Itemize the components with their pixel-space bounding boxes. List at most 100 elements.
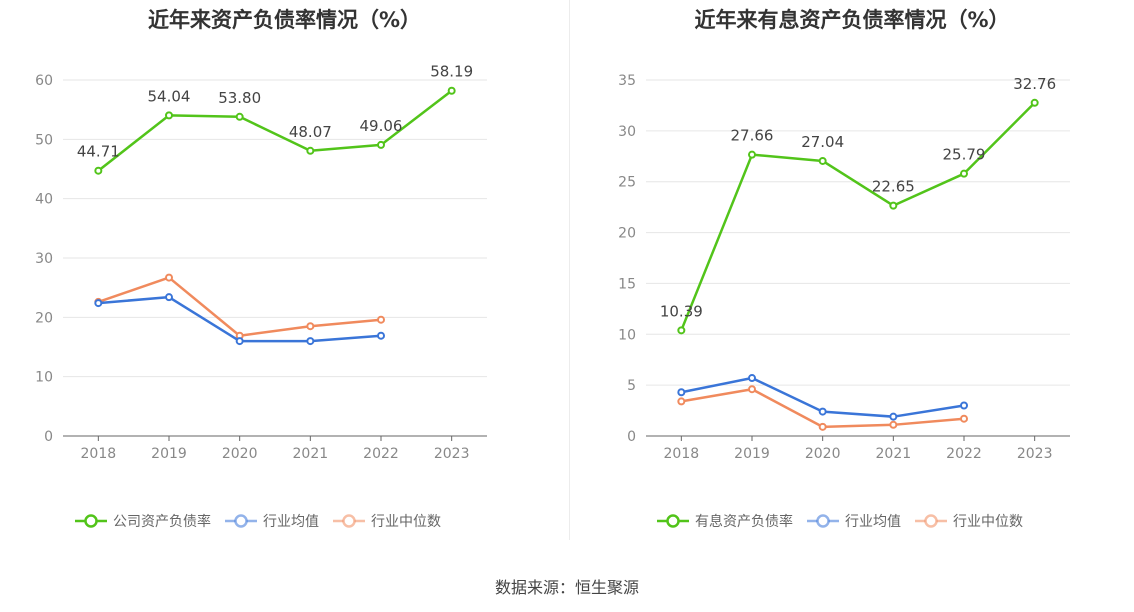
series-line xyxy=(97,276,382,337)
right-chart-legend: 有息资产负债率 行业均值 行业中位数 xyxy=(657,511,1023,531)
y-tick-label: 0 xyxy=(627,429,636,445)
left-chart-title: 近年来资产负债率情况（%） xyxy=(147,8,422,32)
data-source-note: 数据来源：恒生聚源 xyxy=(494,578,639,597)
legend-item[interactable]: 行业中位数 xyxy=(333,511,441,531)
data-label: 10.39 xyxy=(660,302,703,320)
series-line xyxy=(680,101,1036,331)
y-tick-label: 60 xyxy=(35,73,53,89)
data-point[interactable] xyxy=(235,112,244,121)
data-label: 58.19 xyxy=(430,63,473,81)
data-point[interactable] xyxy=(889,412,898,421)
legend-item[interactable]: 行业中位数 xyxy=(915,511,1023,531)
data-label: 32.76 xyxy=(1013,75,1056,93)
data-label: 54.04 xyxy=(148,87,191,105)
data-point[interactable] xyxy=(677,388,686,397)
y-tick-label: 40 xyxy=(35,192,53,208)
data-label: 48.07 xyxy=(289,123,332,141)
x-tick-label: 2019 xyxy=(734,446,770,462)
data-label: 27.66 xyxy=(731,127,774,145)
legend-swatch-icon xyxy=(915,514,947,528)
data-point[interactable] xyxy=(94,166,103,175)
x-tick-label: 2019 xyxy=(151,446,187,462)
data-point[interactable] xyxy=(377,315,385,324)
y-tick-label: 25 xyxy=(618,175,636,191)
data-point[interactable] xyxy=(235,337,244,346)
data-point[interactable] xyxy=(165,293,173,302)
data-label: 44.71 xyxy=(77,143,120,161)
legend-swatch-icon xyxy=(75,514,107,528)
x-tick-label: 2018 xyxy=(81,446,117,462)
data-point[interactable] xyxy=(94,299,103,308)
legend-label: 行业均值 xyxy=(263,514,319,530)
data-point[interactable] xyxy=(165,111,173,120)
legend-label: 行业均值 xyxy=(845,514,901,530)
data-point[interactable] xyxy=(818,156,827,165)
legend-item[interactable]: 行业均值 xyxy=(225,511,319,531)
data-point[interactable] xyxy=(748,150,756,159)
data-point[interactable] xyxy=(165,273,173,282)
y-tick-label: 50 xyxy=(35,132,53,148)
x-tick-label: 2023 xyxy=(434,446,470,462)
data-point[interactable] xyxy=(889,201,898,210)
data-point[interactable] xyxy=(818,407,827,416)
legend-swatch-icon xyxy=(225,514,257,528)
data-point[interactable] xyxy=(677,397,686,406)
x-tick-label: 2021 xyxy=(876,446,912,462)
data-label: 22.65 xyxy=(872,178,915,196)
series-line xyxy=(97,89,453,172)
data-point[interactable] xyxy=(889,420,898,429)
data-point[interactable] xyxy=(960,414,968,423)
legend-label: 公司资产负债率 xyxy=(113,514,211,530)
y-tick-label: 20 xyxy=(618,226,636,242)
legend-item[interactable]: 公司资产负债率 xyxy=(75,511,211,531)
y-tick-label: 0 xyxy=(44,429,53,445)
x-tick-label: 2023 xyxy=(1017,446,1053,462)
data-point[interactable] xyxy=(306,146,315,155)
data-point[interactable] xyxy=(447,86,456,95)
data-point[interactable] xyxy=(818,422,827,431)
legend-swatch-icon xyxy=(333,514,365,528)
legend-label: 行业中位数 xyxy=(953,514,1023,530)
legend-swatch-icon xyxy=(657,514,689,528)
left-chart-legend: 公司资产负债率 行业均值 行业中位数 xyxy=(75,511,441,531)
legend-label: 行业中位数 xyxy=(371,514,441,530)
data-point[interactable] xyxy=(748,385,756,394)
x-tick-label: 2020 xyxy=(805,446,841,462)
data-point[interactable] xyxy=(960,401,968,410)
legend-item[interactable]: 行业均值 xyxy=(807,511,901,531)
data-point[interactable] xyxy=(1030,98,1039,107)
x-tick-label: 2020 xyxy=(222,446,258,462)
y-tick-label: 30 xyxy=(35,251,53,267)
data-point[interactable] xyxy=(377,331,385,340)
right-chart-title: 近年来有息资产负债率情况（%） xyxy=(694,8,1010,32)
y-tick-label: 10 xyxy=(35,370,53,386)
panel-divider xyxy=(569,0,570,540)
x-tick-label: 2018 xyxy=(664,446,700,462)
data-label: 27.04 xyxy=(801,133,844,151)
data-point[interactable] xyxy=(306,322,315,331)
x-tick-label: 2021 xyxy=(293,446,329,462)
right-line-chart: 0 5 10 15 20 25 30 35 2018 2019 2020 2021 2022 2023 10… xyxy=(618,73,1070,462)
legend-item[interactable]: 有息资产负债率 xyxy=(657,511,793,531)
right-chart-panel: 近年来有息资产负债率情况（%） 0 5 10 15 20 25 30 35 2018 2019 20… xyxy=(570,0,1134,540)
y-tick-label: 15 xyxy=(618,276,636,292)
data-label: 25.79 xyxy=(943,146,986,164)
y-tick-label: 10 xyxy=(618,327,636,343)
x-tick-label: 2022 xyxy=(946,446,982,462)
data-point[interactable] xyxy=(748,374,756,383)
y-tick-label: 30 xyxy=(618,124,636,140)
data-point[interactable] xyxy=(960,169,968,178)
data-point[interactable] xyxy=(677,326,686,335)
legend-label: 有息资产负债率 xyxy=(695,514,793,530)
y-tick-label: 5 xyxy=(627,378,636,394)
left-line-chart: 0 10 20 30 40 50 60 2018 2019 2020 2021 2022 2023 44.… xyxy=(35,63,487,462)
y-tick-label: 20 xyxy=(35,310,53,326)
legend-swatch-icon xyxy=(807,514,839,528)
data-label: 53.80 xyxy=(218,89,261,107)
data-point[interactable] xyxy=(377,140,385,149)
data-label: 49.06 xyxy=(360,117,403,135)
left-chart-panel: 近年来资产负债率情况（%） 0 10 20 30 40 50 60 2018 2019 2020 2… xyxy=(0,0,569,540)
data-point[interactable] xyxy=(306,337,315,346)
x-tick-label: 2022 xyxy=(363,446,399,462)
y-tick-label: 35 xyxy=(618,73,636,89)
